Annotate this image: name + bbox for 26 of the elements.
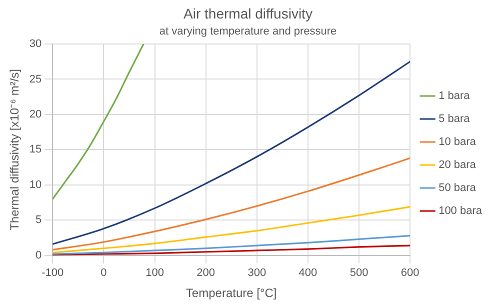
x-tick-label: 300 <box>248 267 266 280</box>
legend-label: 5 bara <box>438 113 471 126</box>
legend-label: 100 bara <box>438 205 483 218</box>
y-tick-label: 15 <box>29 144 42 156</box>
y-tick-label: 10 <box>29 178 42 191</box>
y-axis-title: Thermal diffusivity [x10⁻⁶ m²/s] <box>8 68 22 230</box>
y-tick-label: 20 <box>29 108 42 120</box>
x-tick-label: 100 <box>146 267 164 280</box>
x-tick-label: 500 <box>350 267 368 280</box>
x-tick-label: 400 <box>298 267 318 280</box>
y-tick-label: 0 <box>36 249 42 262</box>
x-tick-label: -100 <box>42 267 64 280</box>
y-tick-label: 30 <box>29 38 42 50</box>
x-tick-label: 600 <box>400 267 420 280</box>
x-tick-label: 200 <box>196 267 216 280</box>
chart-subtitle: at varying temperature and pressure <box>159 25 337 38</box>
y-tick-label: 25 <box>29 73 42 86</box>
chart-title: Air thermal diffusivity <box>184 5 312 22</box>
x-axis-title: Temperature [°C] <box>186 286 277 300</box>
legend-label: 20 bara <box>438 159 477 172</box>
x-tick-label: 0 <box>100 267 107 280</box>
legend-label: 50 bara <box>438 182 477 194</box>
y-tick-label: 5 <box>36 214 42 226</box>
legend-label: 10 bara <box>438 136 477 148</box>
legend-label: 1 bara <box>438 90 471 102</box>
line-series <box>52 44 144 200</box>
